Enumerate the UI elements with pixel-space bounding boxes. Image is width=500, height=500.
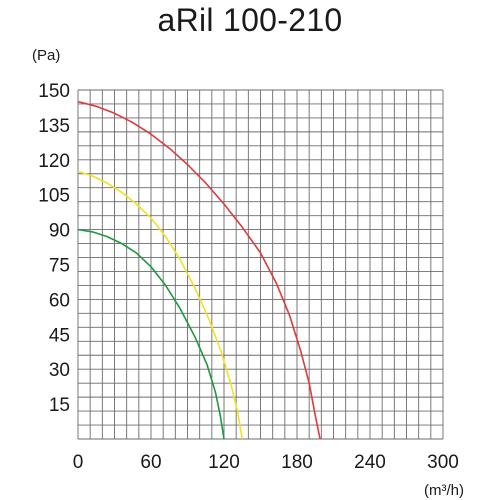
y-tick-label: 135: [38, 116, 70, 137]
series-line-1: [77, 228, 225, 440]
x-tick-label: 120: [208, 452, 240, 473]
y-tick-label: 150: [38, 81, 70, 102]
x-tick-label: 240: [354, 452, 386, 473]
y-tick-label: 15: [49, 395, 70, 416]
y-tick-label: 45: [49, 325, 70, 346]
x-axis-label: (m³/h): [424, 482, 464, 499]
x-tick-label: 300: [427, 452, 459, 473]
x-tick-label: 60: [140, 452, 161, 473]
y-tick-label: 30: [49, 360, 70, 381]
x-tick-label: 0: [73, 452, 84, 473]
y-axis-label: (Pa): [32, 47, 60, 64]
y-tick-label: 90: [49, 221, 70, 242]
series-line-3: [77, 100, 321, 440]
series-line-2: [77, 170, 244, 440]
x-tick-label: 180: [281, 452, 313, 473]
chart-title: aRil 100-210: [157, 2, 343, 38]
y-tick-label: 105: [38, 186, 70, 207]
y-tick-label: 120: [38, 151, 70, 172]
y-tick-label: 75: [49, 256, 70, 277]
y-tick-label: 60: [49, 290, 70, 311]
